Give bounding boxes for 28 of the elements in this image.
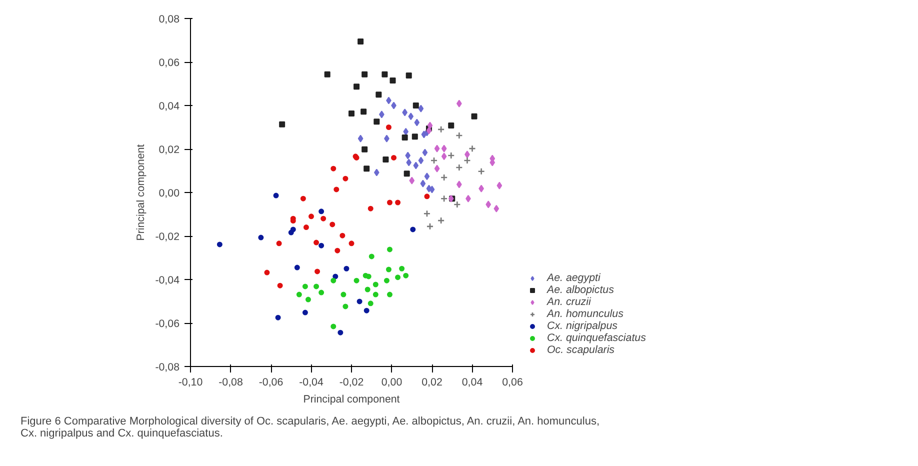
- y-tick-label: 0,04: [158, 100, 180, 112]
- y-tick-label: 0,06: [158, 57, 180, 69]
- legend-label: Cx. nigripalpus: [547, 320, 618, 332]
- x-tick-label: -0,08: [218, 376, 243, 388]
- caption: Figure 6 Comparative Morphological diversity of Oc. scapularis, Ae. aegypti, Ae. albopictus, An. cruzii, An. homunculus, Cx. nigripalpus and Cx. quinquefasciatus.: [20, 416, 600, 440]
- x-tick-label: 0,04: [462, 376, 483, 388]
- y-axis-title: Principal component: [135, 144, 148, 241]
- y-tick-label: 0,02: [158, 144, 180, 156]
- legend-label: An. cruzii: [547, 296, 591, 308]
- x-tick-label: -0,06: [258, 376, 284, 388]
- legend-label: An. homunculus: [547, 308, 624, 320]
- x-tick-label: 0,06: [502, 376, 523, 388]
- y-tick-label: -0,06: [155, 318, 180, 330]
- legend-label: Ae. aegypti: [547, 272, 600, 284]
- y-tick-label: -0,04: [155, 274, 180, 286]
- legend-label: Cx. quinquefasciatus: [547, 332, 646, 344]
- x-tick-label: -0,04: [299, 376, 324, 388]
- x-tick-label: -0,10: [178, 376, 203, 388]
- legend-label: Ae. albopictus: [547, 284, 614, 296]
- y-tick-label: -0,08: [155, 362, 180, 374]
- y-tick-label: -0,02: [155, 231, 180, 243]
- x-tick-label: 0,00: [381, 376, 402, 388]
- x-tick-label: 0,02: [422, 376, 442, 388]
- legend-label: Oc. scapularis: [547, 344, 615, 356]
- y-tick-label: 0,00: [158, 188, 180, 200]
- y-tick-label: 0,08: [158, 14, 180, 26]
- x-axis-title: Principal component: [303, 394, 400, 406]
- x-tick-label: -0,02: [339, 376, 364, 388]
